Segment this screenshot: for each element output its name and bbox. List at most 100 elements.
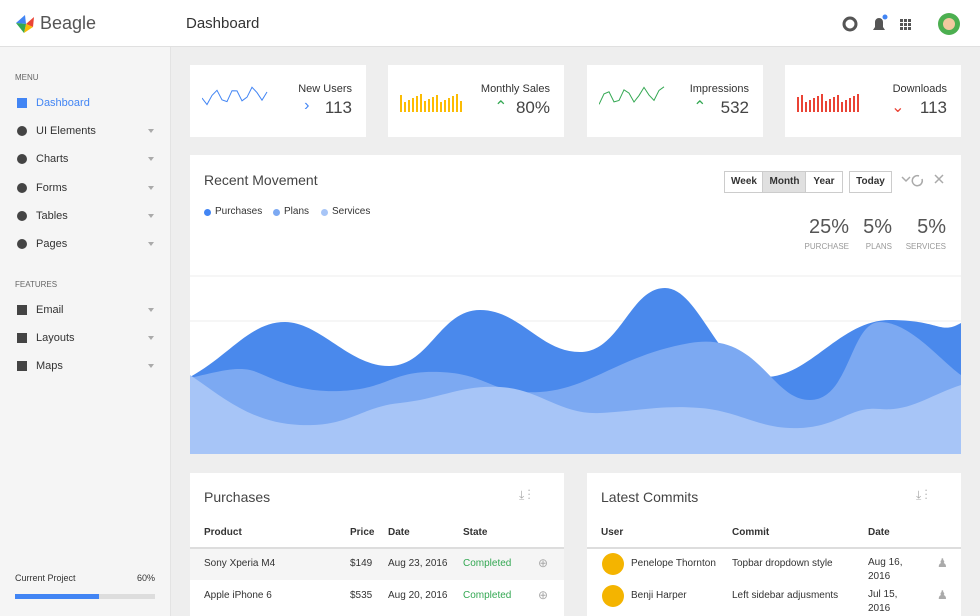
- stat-label: PLANS: [865, 242, 892, 251]
- section-label: MENU: [15, 73, 39, 82]
- purchases-panel: [190, 473, 564, 616]
- stat-value: 5%: [863, 216, 892, 238]
- panel-title: Purchases: [204, 489, 271, 505]
- menu-icon: [17, 333, 27, 343]
- table-cell: Left sidebar adjusments: [732, 590, 839, 601]
- brand: Beagle: [40, 13, 97, 33]
- menu-icon: [17, 154, 27, 165]
- trend-icon: ⌃: [693, 99, 707, 116]
- today-button[interactable]: Today: [849, 171, 892, 193]
- sparkline: [797, 86, 863, 117]
- menu-item[interactable]: Pages: [36, 238, 68, 250]
- row-action[interactable]: ♟: [937, 556, 948, 570]
- table-cell: Aug 20, 2016: [388, 590, 448, 601]
- widget-value: 532: [720, 98, 749, 117]
- legend-dot: [321, 209, 328, 216]
- table-cell: Benji Harper: [631, 590, 687, 601]
- menu-icon: [17, 210, 27, 221]
- menu-icon: [17, 182, 27, 193]
- widget-value: 80%: [515, 98, 550, 117]
- caret: [148, 336, 154, 343]
- divider: [190, 547, 564, 549]
- panel-tools[interactable]: ⤓ ⋮: [916, 488, 928, 502]
- caret: [148, 185, 154, 193]
- widget-title: Impressions: [689, 83, 749, 95]
- avatar: [602, 553, 624, 575]
- menu-icon: [17, 126, 27, 137]
- trend-icon: ⌃: [494, 99, 508, 116]
- menu-icon: [17, 239, 27, 249]
- stat-value: 25%: [808, 216, 849, 238]
- caret: [148, 242, 154, 249]
- menu-item[interactable]: Tables: [36, 209, 68, 222]
- legend-dot: [273, 209, 280, 216]
- toolbar-icons[interactable]: [840, 13, 970, 35]
- menu-item[interactable]: Forms: [36, 181, 68, 194]
- legend-label: Services: [332, 206, 371, 217]
- panel-title: Recent Movement: [204, 172, 318, 188]
- menu-item[interactable]: Dashboard: [36, 97, 90, 109]
- menu-icon: [17, 98, 27, 108]
- row-action[interactable]: ⊕: [538, 588, 549, 602]
- commits-panel: [587, 473, 961, 616]
- widget-title: New Users: [298, 83, 352, 95]
- table-cell: Jul 15, 2016: [868, 589, 898, 614]
- caret: [148, 129, 154, 136]
- table-header: User: [601, 527, 624, 538]
- widget-value: 113: [919, 98, 947, 117]
- menu-item[interactable]: Layouts: [36, 332, 75, 344]
- table-cell: Completed: [463, 590, 512, 601]
- range-button[interactable]: Year: [805, 171, 843, 193]
- stat-label: PURCHASE: [804, 242, 849, 251]
- table-cell: Aug 16, 2016: [868, 557, 903, 582]
- menu-item[interactable]: Email: [36, 304, 64, 316]
- avatar: [602, 585, 624, 607]
- legend-dot: [204, 209, 211, 216]
- menu-item[interactable]: Maps: [36, 360, 63, 372]
- panel-tools[interactable]: ⤓ ⋮: [519, 488, 531, 502]
- table-header: Product: [204, 527, 242, 538]
- menu-icon: [17, 361, 27, 371]
- widget-title: Monthly Sales: [480, 83, 550, 95]
- stat-value: 5%: [917, 216, 946, 238]
- sparkline: [400, 86, 466, 117]
- table-cell: Completed: [463, 558, 512, 569]
- table-cell: Apple iPhone 6: [204, 590, 272, 601]
- table-cell: $535: [350, 590, 373, 601]
- widget-card: [190, 65, 366, 137]
- page-title: Dashboard: [186, 15, 260, 32]
- menu-item[interactable]: UI Elements: [36, 125, 96, 138]
- caret: [148, 157, 154, 164]
- area-chart: [190, 275, 961, 454]
- table-cell: Penelope Thornton: [631, 558, 716, 569]
- panel-tools[interactable]: [900, 172, 950, 188]
- range-button[interactable]: Month: [762, 171, 807, 193]
- table-cell: Sony Xperia M4: [204, 558, 276, 569]
- topbar: [0, 0, 980, 47]
- trend-icon: ⌄: [891, 99, 905, 116]
- sidebar: [0, 47, 171, 616]
- caret: [148, 213, 154, 221]
- progress-track: [15, 594, 155, 599]
- widget-value: 113: [324, 98, 352, 117]
- caret: [148, 364, 154, 371]
- row-action[interactable]: ⊕: [538, 556, 549, 570]
- table-cell: $149: [350, 558, 373, 569]
- caret: [148, 308, 154, 315]
- trend-icon: ›: [304, 97, 310, 114]
- sparkline: [598, 86, 665, 117]
- table-cell: Aug 23, 2016: [388, 558, 448, 569]
- row-action[interactable]: ♟: [937, 588, 948, 602]
- range-button[interactable]: Week: [724, 171, 764, 193]
- panel-title: Latest Commits: [601, 489, 699, 505]
- project-label: Current Project: [15, 573, 76, 583]
- table-header: Price: [350, 527, 375, 538]
- legend-label: Purchases: [215, 206, 263, 217]
- sparkline: [201, 86, 268, 117]
- section-label: FEATURES: [15, 280, 58, 289]
- table-cell: Topbar dropdown style: [732, 558, 833, 569]
- table-header: Date: [868, 527, 890, 538]
- menu-item[interactable]: Charts: [36, 153, 69, 166]
- project-value: 60%: [137, 573, 156, 583]
